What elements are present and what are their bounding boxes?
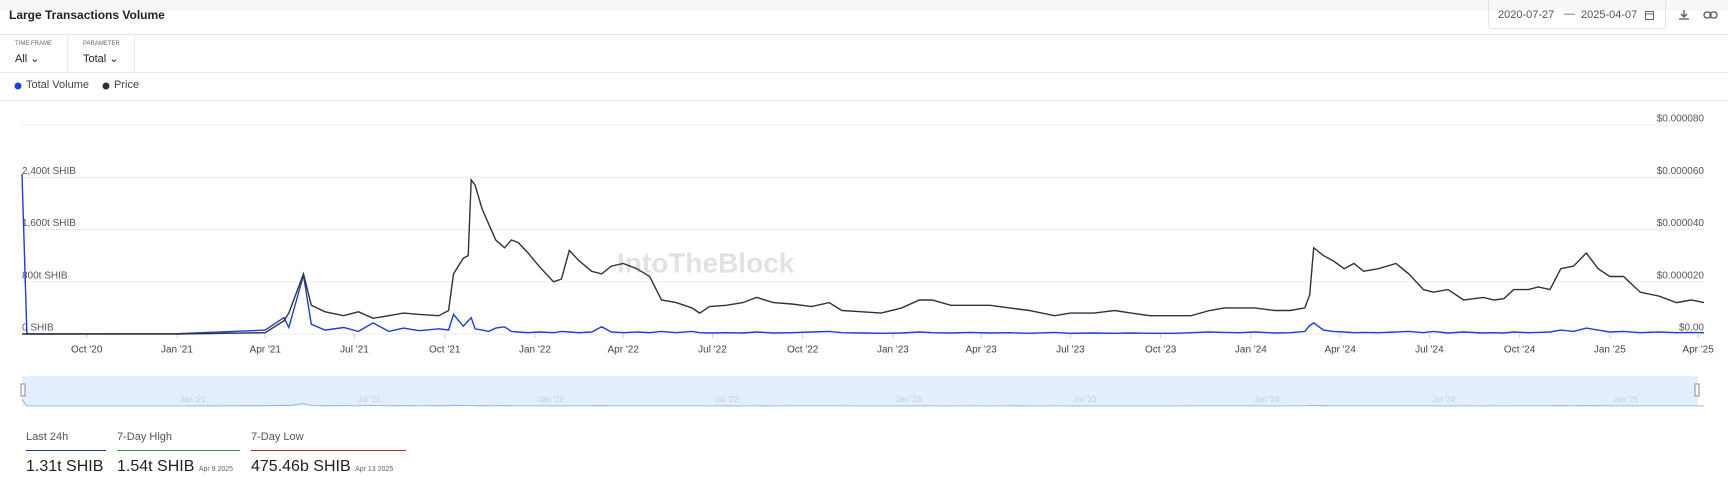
control-label: TIME FRAME xyxy=(15,41,52,47)
navigator-label: Jul '21 xyxy=(357,395,380,404)
x-tick-label: Jul '24 xyxy=(1415,345,1444,356)
x-tick-label: Jan '21 xyxy=(161,345,193,356)
date-to[interactable]: 2025-04-07 xyxy=(1581,9,1638,21)
stat-value-text: 1.54t SHIB xyxy=(117,458,195,475)
stat-date: Apr 13 2025 xyxy=(355,466,394,473)
navigator-label: Jul '23 xyxy=(1073,395,1096,404)
control-value-text[interactable]: Total xyxy=(83,53,107,65)
divider xyxy=(134,35,135,72)
date-from[interactable]: 2020-07-27 xyxy=(1498,9,1555,21)
legend-dot xyxy=(102,82,110,90)
divider xyxy=(0,34,1728,35)
chart: IntoTheBlock Total Volume Price $0.00 $0.00… xyxy=(14,79,1714,407)
navigator-label: Jul '22 xyxy=(715,395,738,404)
stat-underline xyxy=(26,450,106,451)
y2-tick-label: $0.00 xyxy=(1679,323,1704,334)
download-icon[interactable] xyxy=(1677,8,1691,22)
x-tick-label: Apr '21 xyxy=(250,345,282,356)
x-tick-label: Oct '21 xyxy=(429,345,461,356)
x-tick-label: Jan '22 xyxy=(519,345,551,356)
stat-label: 7-Day Low xyxy=(251,431,304,443)
navigator xyxy=(22,376,1698,406)
navigator-handle[interactable] xyxy=(1694,383,1700,397)
series-line xyxy=(22,177,1705,335)
control-label: PARAMETER xyxy=(83,41,120,47)
top-strip xyxy=(0,0,1728,11)
navigator-handle[interactable] xyxy=(20,383,26,397)
stat-date: Apr 9 2025 xyxy=(198,466,234,473)
x-tick-label: Jul '22 xyxy=(698,345,727,356)
divider xyxy=(0,100,1728,101)
navigator-label: Jul '24 xyxy=(1432,395,1455,404)
navigator-label: Jan '25 xyxy=(1613,395,1639,404)
date-range-box[interactable] xyxy=(1488,0,1666,29)
navigator-label: Jan '22 xyxy=(538,395,564,404)
navigator-line xyxy=(21,398,1704,407)
link-icon[interactable] xyxy=(1703,8,1719,22)
watermark: IntoTheBlock xyxy=(617,247,795,278)
x-tick-label: Oct '22 xyxy=(787,345,819,356)
stat-value: 475.46b SHIB Apr 13 2025 xyxy=(251,458,393,476)
x-tick-label: Apr '23 xyxy=(965,345,997,356)
x-tick-label: Jan '23 xyxy=(877,345,909,356)
divider xyxy=(67,35,68,72)
y-tick-label: 2,400t SHIB xyxy=(22,166,76,177)
x-tick-label: Apr '24 xyxy=(1324,345,1356,356)
stat-label: 7-Day High xyxy=(117,431,173,443)
x-tick-label: Apr '22 xyxy=(608,345,640,356)
stat-value: 1.54t SHIB Apr 9 2025 xyxy=(117,458,233,476)
legend-dot xyxy=(14,82,22,90)
y2-tick-label: $0.000040 xyxy=(1657,218,1705,229)
stat-underline xyxy=(117,450,240,451)
y-tick-label: 1,600t SHIB xyxy=(22,218,76,229)
navigator-label: Jan '23 xyxy=(896,395,922,404)
y2-tick-label: $0.000080 xyxy=(1657,114,1705,125)
calendar-icon[interactable] xyxy=(1644,9,1656,21)
y-tick-label: 800t SHIB xyxy=(22,270,68,281)
x-tick-label: Oct '23 xyxy=(1145,345,1177,356)
date-separator: — xyxy=(1564,8,1575,20)
legend-label: Total Volume xyxy=(26,79,89,91)
stat-underline xyxy=(251,450,406,451)
y2-tick-label: $0.000020 xyxy=(1657,270,1705,281)
stat-label: Last 24h xyxy=(26,431,69,443)
x-tick-label: Apr '25 xyxy=(1682,345,1714,356)
stat-value: 1.31t SHIB xyxy=(26,458,104,475)
control-value-text[interactable]: All xyxy=(15,53,28,65)
stat-value-text: 475.46b SHIB xyxy=(251,458,351,475)
x-tick-label: Jul '23 xyxy=(1056,345,1085,356)
x-tick-label: Jul '21 xyxy=(340,345,369,356)
navigator-label: Jan '21 xyxy=(180,395,206,404)
series-line xyxy=(21,173,1705,335)
divider xyxy=(0,72,1728,73)
x-tick-label: Jan '24 xyxy=(1235,345,1267,356)
y2-tick-label: $0.000060 xyxy=(1657,166,1705,177)
page-title: Large Transactions Volume xyxy=(9,8,165,22)
navigator-label: Jan '24 xyxy=(1254,395,1280,404)
control-value[interactable]: All ⌄ xyxy=(15,53,40,65)
control-value[interactable]: Total ⌄ xyxy=(83,53,119,65)
x-tick-label: Oct '20 xyxy=(71,345,103,356)
y-tick-label: 0 SHIB xyxy=(22,323,54,334)
legend-label: Price xyxy=(114,79,139,91)
x-tick-label: Jan '25 xyxy=(1594,345,1626,356)
x-tick-label: Oct '24 xyxy=(1504,345,1536,356)
